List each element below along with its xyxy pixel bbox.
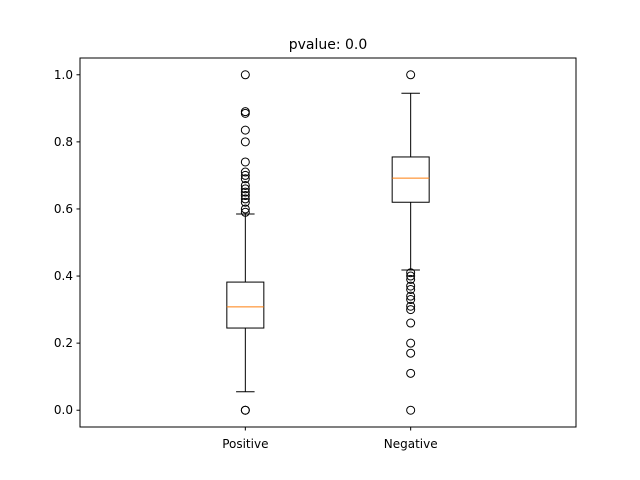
- outlier-point: [406, 405, 416, 415]
- outlier-point: [240, 170, 250, 180]
- outlier-point: [240, 137, 250, 147]
- y-tick-label: 0.6: [54, 202, 73, 216]
- x-tick-label: Positive: [222, 437, 268, 451]
- outlier-point: [406, 281, 416, 291]
- outlier-point: [240, 204, 250, 214]
- outlier-point: [240, 191, 250, 201]
- x-tick-label: Negative: [384, 437, 438, 451]
- plot-frame: [79, 57, 577, 428]
- x-axis: Positive Negative: [222, 427, 438, 451]
- outlier-point: [240, 405, 250, 415]
- outlier-point: [240, 187, 250, 197]
- outlier-point: [406, 274, 416, 284]
- y-tick-label: 0.2: [54, 336, 73, 350]
- outlier-point: [406, 338, 416, 348]
- outlier-point: [240, 174, 250, 184]
- outlier-point: [240, 180, 250, 190]
- outlier-point: [240, 184, 250, 194]
- outlier-point: [406, 301, 416, 311]
- y-tick-label: 1.0: [54, 68, 73, 82]
- iqr-box: [226, 281, 265, 329]
- box-negative: [391, 70, 430, 415]
- outlier-point: [240, 207, 250, 217]
- boxes: [226, 70, 430, 415]
- outlier-point: [406, 70, 416, 80]
- outlier-point: [240, 194, 250, 204]
- outlier-point: [406, 305, 416, 315]
- outlier-point: [240, 70, 250, 80]
- outlier-point: [240, 197, 250, 207]
- outlier-point: [406, 268, 416, 278]
- outlier-point: [240, 125, 250, 135]
- y-tick-label: 0.0: [54, 403, 73, 417]
- outlier-point: [406, 291, 416, 301]
- outlier-point: [240, 107, 250, 117]
- outlier-point: [406, 368, 416, 378]
- y-tick-label: 0.8: [54, 135, 73, 149]
- y-axis: 0.0 0.2 0.4 0.6 0.8 1.0: [54, 68, 80, 417]
- chart-title: pvalue: 0.0: [289, 37, 368, 53]
- outlier-point: [240, 157, 250, 167]
- y-tick-label: 0.4: [54, 269, 73, 283]
- outlier-point: [406, 348, 416, 358]
- outlier-point: [406, 295, 416, 305]
- box-positive: [226, 70, 265, 415]
- outlier-point: [406, 271, 416, 281]
- outlier-point: [406, 284, 416, 294]
- iqr-box: [391, 156, 430, 203]
- outlier-point: [240, 167, 250, 177]
- outlier-point: [406, 318, 416, 328]
